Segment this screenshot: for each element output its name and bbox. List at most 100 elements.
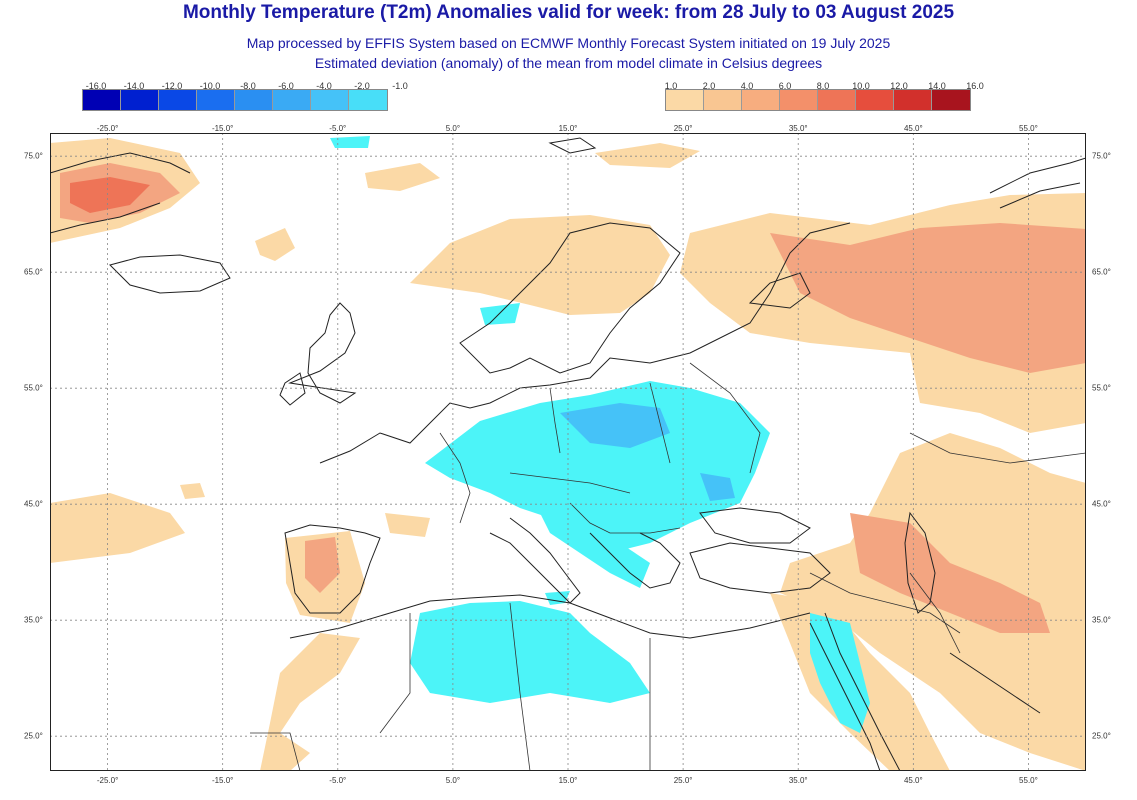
right-latitude-label-1: 65.0° — [1092, 267, 1111, 277]
coast-svalbard — [548, 137, 597, 154]
warm-legend-swatch-3 — [780, 90, 818, 110]
cold-anomaly-strong-areas — [560, 403, 735, 501]
cold-legend-swatch-2 — [159, 90, 197, 110]
coast-turkey — [689, 542, 831, 594]
bottom-longitude-label-3: 5.0° — [445, 776, 461, 785]
bottom-longitude-label-1: -15.0° — [211, 776, 234, 785]
warm-legend-label-1: 2.0 — [702, 81, 716, 91]
warm-legend-swatch-4 — [818, 90, 856, 110]
cold-legend-label-8: -1.0 — [392, 81, 408, 91]
border-russia-kazakhstan — [909, 432, 1086, 464]
bottom-longitude-label-4: 15.0° — [558, 776, 578, 785]
left-latitude-label-0: 75.0° — [24, 151, 43, 161]
bottom-longitude-label-5: 25.0° — [673, 776, 693, 785]
warm-legend-label-0: 1.0 — [664, 81, 678, 91]
cold-legend-swatch-0 — [83, 90, 121, 110]
coast-white-sea — [748, 272, 811, 309]
warm-anomaly-greenland-peak — [70, 177, 150, 213]
coastlines — [50, 137, 1086, 771]
cold-legend-swatch-3 — [197, 90, 235, 110]
cold-area-north-sea-spot — [330, 136, 370, 148]
bottom-longitude-label-7: 45.0° — [903, 776, 923, 785]
warm-area-france-south — [385, 513, 430, 537]
coast-europe-atlantic — [319, 222, 851, 464]
coast-ireland — [279, 372, 306, 406]
cold-legend-label-4: -8.0 — [240, 81, 256, 91]
top-longitude-label-1: -15.0° — [211, 124, 234, 133]
map-subtitle-processing: Map processed by EFFIS System based on E… — [246, 35, 891, 51]
left-latitude-label-2: 55.0° — [24, 383, 43, 393]
right-latitude-label-0: 75.0° — [1092, 151, 1111, 161]
border-balkans — [569, 502, 681, 534]
border-western-sahara — [250, 732, 301, 771]
coast-scandinavia — [459, 222, 681, 374]
cold-legend-label-5: -6.0 — [278, 81, 294, 91]
top-longitude-label-2: -5.0° — [329, 124, 347, 133]
cold-area-balkans — [540, 513, 650, 588]
cold-area-north-africa — [410, 601, 650, 703]
coast-greenland — [50, 152, 191, 234]
warm-anomaly-legend — [665, 89, 971, 111]
map-subtitle-units: Estimated deviation (anomaly) of the mea… — [314, 55, 823, 71]
cold-legend-swatch-5 — [273, 90, 311, 110]
border-poland-ukraine — [649, 382, 671, 464]
warm-legend-label-6: 12.0 — [890, 81, 908, 91]
right-latitude-label-3: 45.0° — [1092, 499, 1111, 509]
coast-black-sea — [699, 507, 811, 544]
cold-legend-label-1: -14.0 — [123, 81, 145, 91]
graticule — [50, 133, 1086, 771]
warm-legend-label-5: 10.0 — [852, 81, 870, 91]
border-north-africa-2 — [509, 602, 531, 771]
cold-area-central-europe — [425, 381, 770, 553]
top-longitude-label-6: 35.0° — [788, 124, 808, 133]
warm-legend-label-8: 16.0 — [966, 81, 984, 91]
warm-legend-swatch-5 — [856, 90, 894, 110]
coast-balkans-greece — [589, 532, 681, 589]
warm-legend-swatch-1 — [704, 90, 742, 110]
cold-legend-swatch-6 — [311, 90, 349, 110]
cold-legend-swatch-7 — [349, 90, 387, 110]
left-latitude-label-5: 25.0° — [24, 731, 43, 741]
top-longitude-label-3: 5.0° — [445, 124, 461, 133]
warm-legend-swatch-6 — [894, 90, 932, 110]
top-longitude-label-4: 15.0° — [558, 124, 578, 133]
warm-area-turkey-caucasus — [850, 513, 1050, 633]
cold-legend-swatch-1 — [121, 90, 159, 110]
bottom-longitude-label-2: -5.0° — [329, 776, 347, 785]
warm-area-atlantic — [50, 493, 185, 563]
country-borders — [250, 362, 1086, 771]
border-austria-hungary — [509, 472, 631, 494]
border-north-africa-1 — [379, 613, 411, 734]
coast-red-sea — [809, 612, 901, 771]
anomaly-map — [50, 133, 1086, 771]
left-latitude-label-3: 45.0° — [24, 499, 43, 509]
warm-area-iberia-core — [305, 537, 340, 593]
cold-legend-label-3: -10.0 — [199, 81, 221, 91]
warm-area-north-sea — [365, 163, 440, 191]
cold-anomaly-areas — [330, 136, 870, 733]
cold-legend-label-7: -2.0 — [354, 81, 370, 91]
warm-legend-label-2: 4.0 — [740, 81, 754, 91]
warm-legend-label-4: 8.0 — [816, 81, 830, 91]
warm-area-russia-core — [770, 223, 1086, 373]
bottom-longitude-label-8: 55.0° — [1019, 776, 1038, 785]
cold-area-baltic-spot — [480, 303, 520, 325]
top-longitude-label-0: -25.0° — [96, 124, 119, 133]
cold-legend-label-6: -4.0 — [316, 81, 332, 91]
cold-area-poland-core — [560, 403, 670, 448]
border-iran-iraq — [909, 572, 961, 654]
warm-legend-swatch-2 — [742, 90, 780, 110]
map-frame — [50, 133, 1086, 771]
right-latitude-label-2: 55.0° — [1092, 383, 1111, 393]
warm-legend-label-7: 14.0 — [928, 81, 946, 91]
border-germany-poland — [549, 387, 561, 454]
map-title: Monthly Temperature (T2m) Anomalies vali… — [182, 2, 955, 23]
coast-iceland — [109, 254, 231, 294]
cold-legend-label-0: -16.0 — [85, 81, 107, 91]
warm-legend-swatch-7 — [932, 90, 970, 110]
border-france-germany — [439, 432, 471, 524]
border-ukraine-russia — [689, 362, 761, 474]
top-longitude-label-5: 25.0° — [673, 124, 693, 133]
cold-legend-swatch-4 — [235, 90, 273, 110]
warm-area-scandinavia-north — [410, 215, 670, 315]
